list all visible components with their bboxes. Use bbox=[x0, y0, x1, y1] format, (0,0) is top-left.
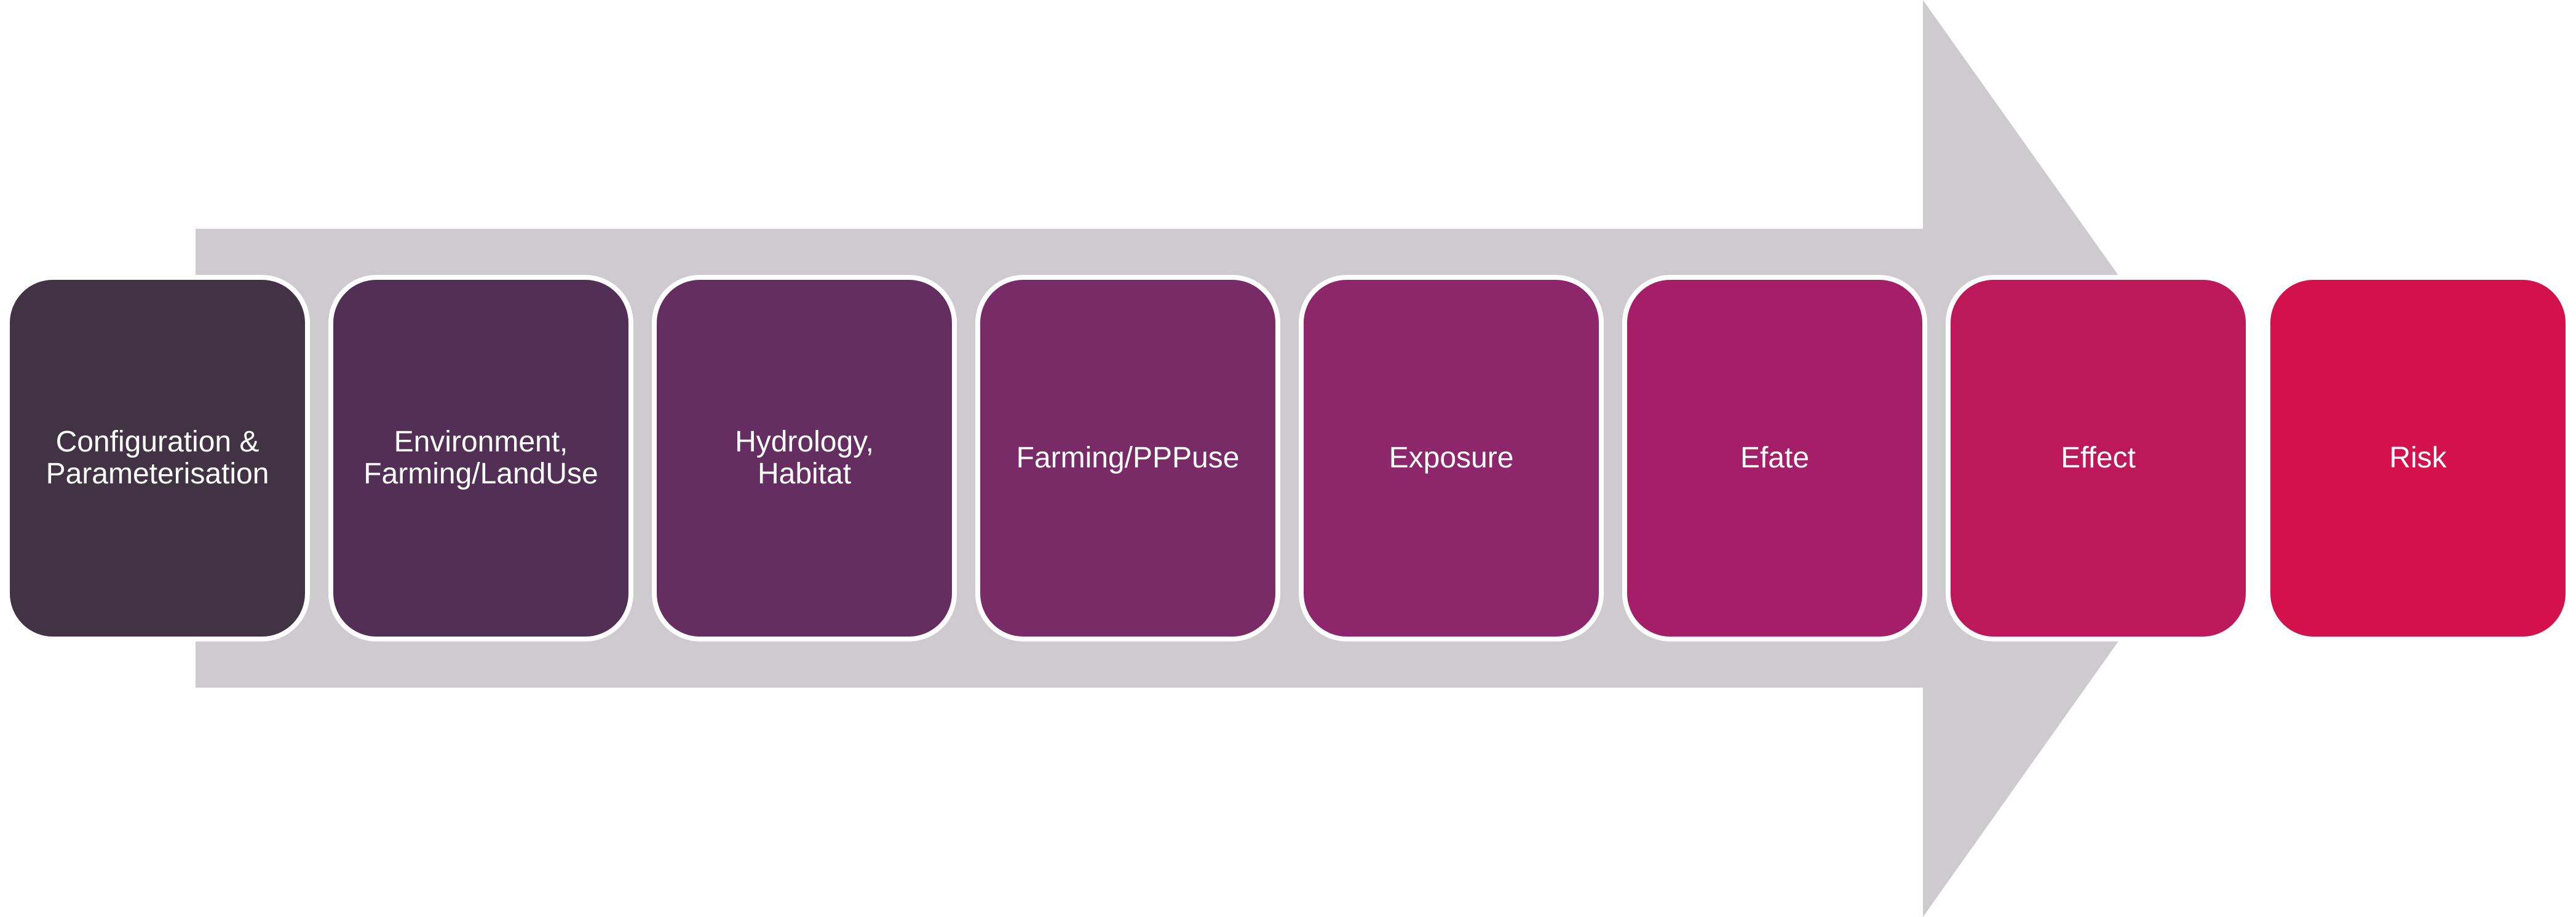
step-label: Farming/PPPuse bbox=[1016, 442, 1240, 474]
step-efate: Efate bbox=[1622, 275, 1927, 641]
step-label: Environment, Farming/LandUse bbox=[363, 426, 598, 490]
step-exposure: Exposure bbox=[1299, 275, 1604, 641]
step-effect: Effect bbox=[1946, 275, 2251, 641]
step-risk: Risk bbox=[2265, 275, 2570, 641]
step-label: Configuration & Parameterisation bbox=[46, 426, 269, 490]
step-label: Risk bbox=[2389, 442, 2447, 474]
step-label: Efate bbox=[1740, 442, 1810, 474]
step-label: Effect bbox=[2061, 442, 2136, 474]
step-configuration: Configuration & Parameterisation bbox=[5, 275, 310, 641]
step-hydrology: Hydrology, Habitat bbox=[652, 275, 957, 641]
step-label: Exposure bbox=[1389, 442, 1514, 474]
step-environment: Environment, Farming/LandUse bbox=[328, 275, 633, 641]
step-farming-pppuse: Farming/PPPuse bbox=[975, 275, 1280, 641]
step-label: Hydrology, Habitat bbox=[735, 426, 874, 490]
